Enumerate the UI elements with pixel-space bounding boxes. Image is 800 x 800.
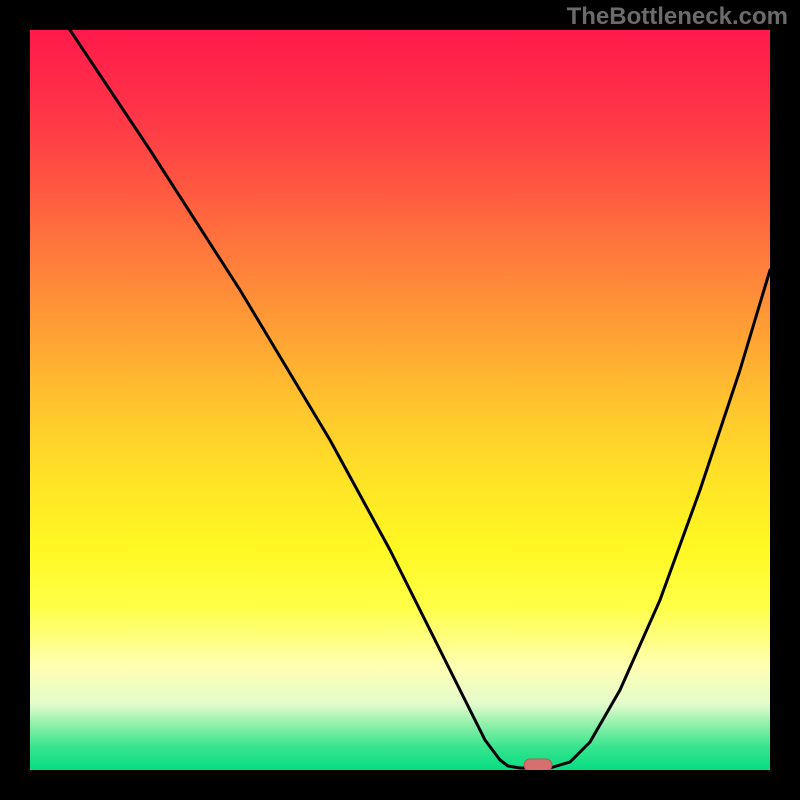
bottleneck-curve [70,30,770,768]
chart-frame: TheBottleneck.com [0,0,800,800]
optimum-marker [524,759,552,770]
watermark-text: TheBottleneck.com [567,3,788,31]
curve-layer [30,30,770,770]
plot-area [30,30,770,770]
